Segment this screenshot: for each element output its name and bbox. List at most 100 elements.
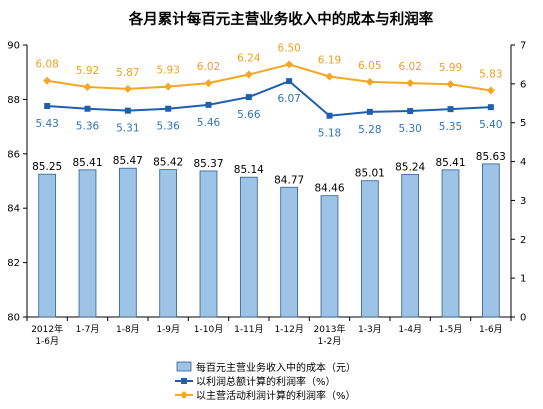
- cost-bar-label: 85.47: [113, 155, 143, 167]
- cost-bar: [78, 169, 97, 318]
- y-left-tick-label: 90: [7, 41, 20, 52]
- total-profit-rate-label: 5.36: [76, 121, 100, 133]
- x-tick-label: 1-3月: [358, 324, 382, 335]
- total-profit-rate-point: [326, 112, 333, 119]
- x-tick-label: 1-12月: [274, 324, 303, 335]
- total-profit-rate-point: [84, 105, 91, 112]
- main-activity-profit-rate-label: 6.50: [277, 42, 300, 54]
- total-profit-rate-point: [286, 78, 293, 85]
- x-tick-label: 1-6月: [35, 336, 59, 347]
- y-right-tick-label: 7: [520, 41, 526, 52]
- main-activity-profit-rate-label: 5.99: [439, 62, 462, 74]
- y-left-tick-label: 86: [7, 149, 20, 160]
- total-profit-rate-point: [407, 108, 414, 115]
- total-profit-rate-label: 5.36: [156, 121, 180, 133]
- cost-bar-label: 85.24: [395, 161, 425, 173]
- main-activity-profit-rate-point: [244, 70, 253, 79]
- x-tick-label: 2012年: [31, 323, 63, 335]
- main-activity-profit-rate-point: [406, 79, 415, 88]
- cost-bar: [199, 170, 218, 318]
- x-tick-label: 1-5月: [439, 324, 463, 335]
- main-activity-profit-rate-label: 5.87: [116, 67, 139, 79]
- cost-bar-label: 85.41: [435, 157, 465, 169]
- total-profit-rate-label: 5.18: [318, 128, 341, 140]
- total-profit-rate-label: 5.31: [116, 123, 139, 135]
- main-activity-profit-rate-label: 6.19: [318, 54, 341, 66]
- total-profit-rate-line: [47, 79, 491, 117]
- cost-bar: [38, 173, 57, 318]
- y-right-tick-label: 5: [520, 118, 526, 129]
- total-profit-rate-point: [205, 101, 212, 108]
- y-right-tick-label: 0: [520, 313, 526, 324]
- main-activity-profit-rate-point: [486, 86, 495, 95]
- legend-label-cost: 每百元主营业务收入中的成本（元）: [196, 361, 356, 374]
- main-activity-profit-rate-point: [285, 60, 294, 69]
- main-activity-profit-rate-point: [123, 84, 132, 93]
- total-profit-rate-label: 5.30: [398, 123, 421, 135]
- cost-bar: [320, 195, 339, 318]
- legend-marker-main-activity-profit: [180, 391, 188, 399]
- main-activity-profit-rate-label: 6.08: [35, 59, 58, 71]
- main-activity-profit-rate-label: 6.05: [358, 60, 381, 72]
- x-tick-label: 1-7月: [76, 324, 100, 335]
- y-right-tick-label: 1: [520, 274, 526, 285]
- chart-title: 各月累计每百元主营业务收入中的成本与利润率: [128, 10, 434, 28]
- legend-label-total-profit: 以利润总额计算的利润率（%）: [196, 375, 336, 388]
- total-profit-rate-point: [44, 103, 51, 110]
- main-activity-profit-rate-label: 5.83: [479, 68, 502, 80]
- cost-bar: [118, 167, 137, 318]
- main-activity-profit-rate-label: 5.93: [156, 65, 179, 77]
- y-right-tick-label: 6: [520, 79, 526, 90]
- main-activity-profit-rate-label: 6.24: [237, 53, 261, 65]
- y-left-tick-label: 80: [7, 313, 20, 324]
- total-profit-rate-label: 5.46: [197, 117, 221, 129]
- cost-bar: [360, 180, 379, 318]
- cost-bar-label: 84.46: [314, 183, 344, 195]
- x-tick-label: 1-11月: [234, 324, 263, 335]
- legend-swatch-cost: [176, 361, 192, 372]
- cost-bar-label: 85.41: [72, 157, 102, 169]
- chart-legend: 每百元主营业务收入中的成本（元）以利润总额计算的利润率（%）以主营活动利润计算的…: [175, 361, 356, 402]
- cost-bar-label: 85.63: [476, 151, 506, 163]
- y-left-tick-label: 84: [7, 204, 20, 215]
- cost-bar-label: 85.14: [234, 164, 264, 176]
- total-profit-rate-point: [366, 108, 373, 115]
- x-tick-label: 1-2月: [318, 336, 342, 347]
- main-activity-profit-rate-point: [365, 77, 374, 86]
- x-tick-label: 1-10月: [194, 324, 223, 335]
- total-profit-rate-label: 5.43: [35, 118, 58, 130]
- main-activity-profit-rate-point: [43, 76, 52, 85]
- cost-bar-label: 84.77: [274, 174, 304, 186]
- total-profit-rate-point: [165, 105, 172, 112]
- y-right-tick-label: 3: [520, 196, 526, 207]
- cost-bar-label: 85.01: [355, 168, 385, 180]
- legend-marker-total-profit: [181, 378, 187, 384]
- main-activity-profit-rate-label: 6.02: [398, 61, 421, 73]
- cost-bar: [159, 169, 178, 318]
- cost-bar: [401, 174, 420, 318]
- main-activity-profit-rate-label: 6.02: [197, 61, 220, 73]
- y-left-tick-label: 82: [7, 258, 20, 269]
- total-profit-rate-label: 5.40: [479, 119, 502, 131]
- total-profit-rate-point: [124, 107, 131, 114]
- cost-bar: [481, 163, 500, 318]
- main-activity-profit-rate-point: [325, 72, 334, 81]
- main-activity-profit-rate-point: [83, 82, 92, 91]
- cost-bar-label: 85.25: [32, 161, 62, 173]
- total-profit-rate-label: 5.35: [439, 121, 462, 133]
- x-tick-label: 1-4月: [398, 324, 422, 335]
- main-activity-profit-rate-point: [164, 82, 173, 91]
- main-activity-profit-rate-point: [446, 80, 455, 89]
- y-left-tick-label: 88: [7, 95, 20, 106]
- x-tick-label: 2013年: [314, 323, 346, 335]
- total-profit-rate-point: [447, 106, 454, 113]
- y-right-tick-label: 2: [520, 235, 526, 246]
- cost-bar: [441, 169, 460, 318]
- main-activity-profit-rate-line: [47, 63, 491, 92]
- total-profit-rate-label: 5.66: [237, 109, 261, 121]
- total-profit-rate-point: [487, 104, 494, 111]
- cost-bar: [280, 186, 299, 318]
- x-tick-label: 1-6月: [479, 324, 503, 335]
